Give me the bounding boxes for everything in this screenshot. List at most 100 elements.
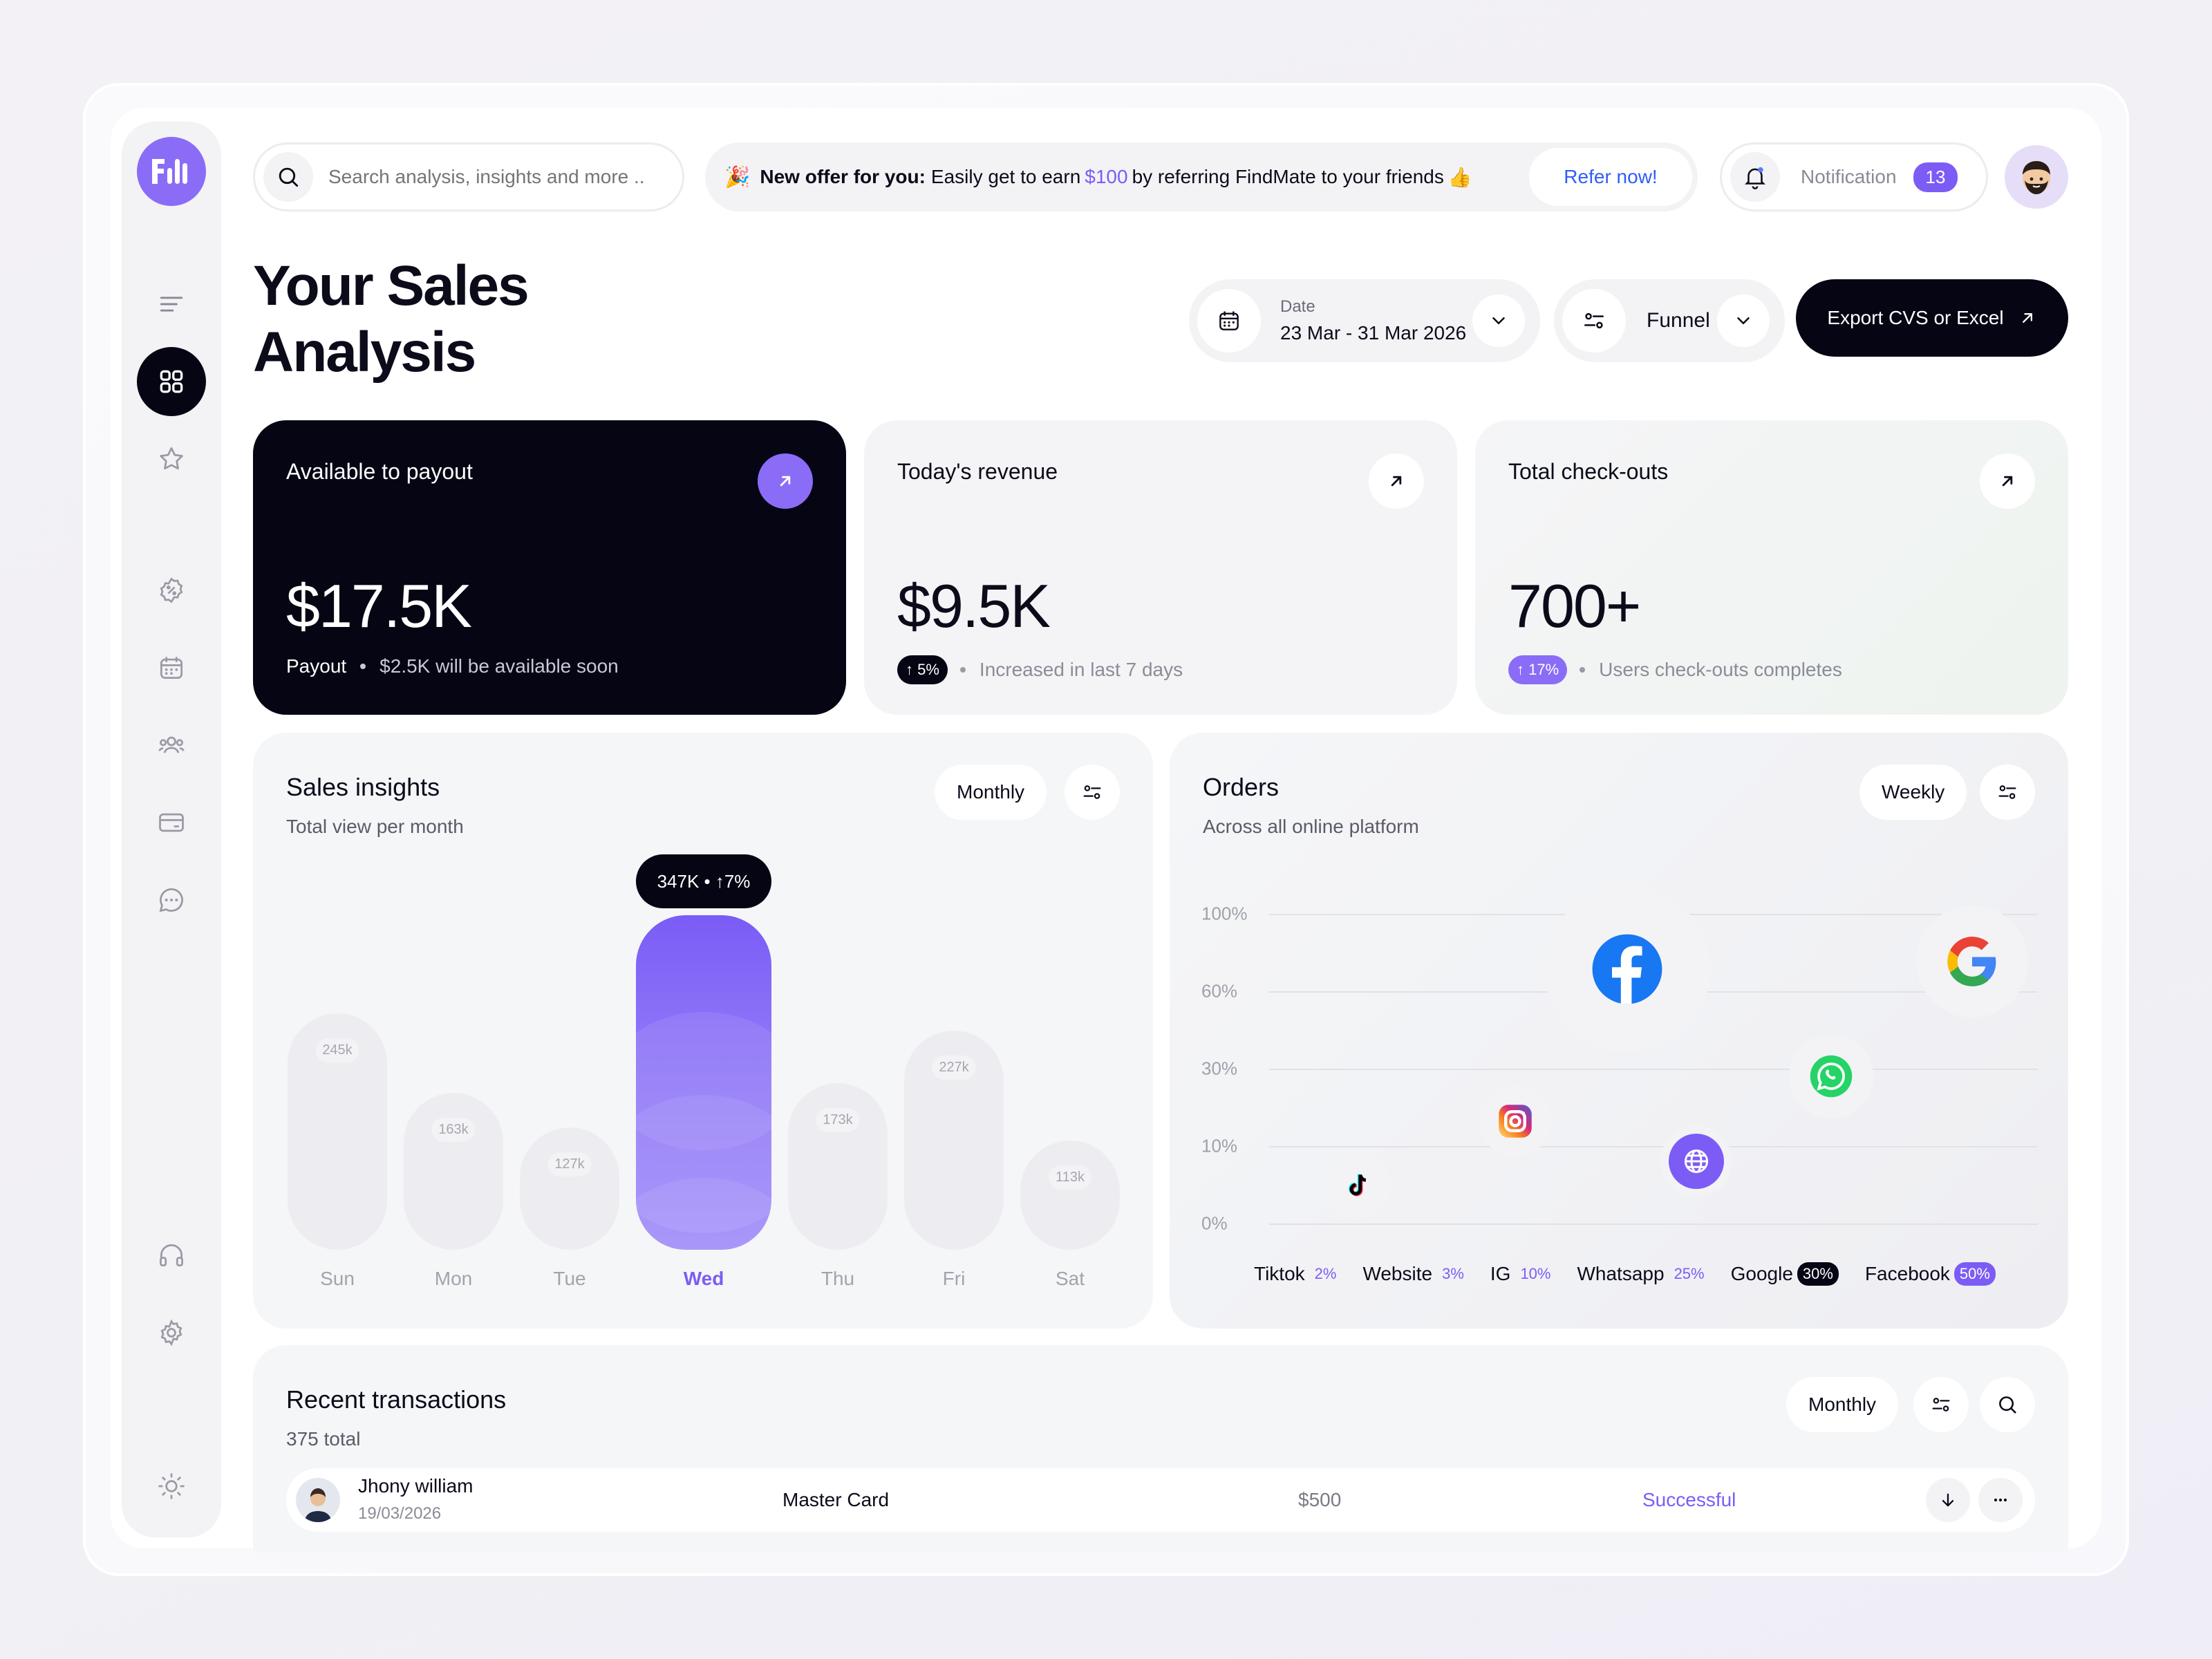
- bar-tue[interactable]: 127k: [520, 1127, 619, 1250]
- transaction-amount: $500: [1298, 1489, 1342, 1510]
- refer-now-button[interactable]: Refer now!: [1529, 148, 1692, 206]
- offer-banner: 🎉 New offer for you: Easily get to earn …: [705, 142, 1698, 212]
- globe-icon: [1684, 1149, 1709, 1174]
- x-tick-label: Tue: [553, 1268, 586, 1289]
- logo[interactable]: [137, 137, 206, 206]
- x-tick-label: Sat: [1055, 1268, 1085, 1289]
- nav-payments[interactable]: [137, 788, 206, 857]
- date-dropdown-toggle[interactable]: [1472, 294, 1525, 347]
- bar-value-label: 127k: [547, 1152, 592, 1177]
- nav-dashboard[interactable]: [137, 347, 206, 416]
- legend-value: 2%: [1314, 1265, 1337, 1282]
- user-avatar[interactable]: [2005, 145, 2068, 209]
- legend-value: 30%: [1797, 1262, 1839, 1286]
- offer-text-before: Easily get to earn: [930, 166, 1081, 187]
- arrow-down-icon: [1942, 1493, 1954, 1507]
- chat-icon: [159, 888, 183, 912]
- star-icon: [160, 447, 183, 470]
- menu-button[interactable]: [137, 270, 206, 339]
- tiktok-point[interactable]: [1324, 1153, 1391, 1219]
- orders-period-select[interactable]: Weekly: [1859, 765, 1967, 820]
- nav-favorites[interactable]: [137, 424, 206, 494]
- funnel-dropdown-toggle[interactable]: [1717, 294, 1770, 347]
- instagram-point[interactable]: [1479, 1085, 1551, 1157]
- date-value: 23 Mar - 31 Mar 2026: [1280, 322, 1467, 344]
- thumbs-up-emoji: 👍: [1447, 166, 1472, 188]
- facebook-point[interactable]: [1544, 886, 1710, 1052]
- offer-lead: New offer for you:: [760, 166, 926, 187]
- nav-users[interactable]: [137, 711, 206, 780]
- party-emoji: 🎉: [724, 165, 751, 189]
- legend-value: 10%: [1520, 1265, 1551, 1282]
- recent-transactions-panel: Recent transactions 375 total Monthly Jh…: [253, 1345, 2068, 1553]
- notification-button[interactable]: Notification 13: [1720, 142, 1988, 212]
- search-bar[interactable]: [253, 142, 684, 212]
- checkouts-open-button[interactable]: [1980, 453, 2035, 509]
- download-button[interactable]: [1926, 1478, 1970, 1522]
- transactions-filter-button[interactable]: [1913, 1377, 1969, 1432]
- nav-calendar[interactable]: [137, 633, 206, 702]
- legend-label: Whatsapp: [1577, 1263, 1665, 1284]
- revenue-open-button[interactable]: [1369, 453, 1424, 509]
- bar-sun[interactable]: 245k: [288, 1013, 387, 1250]
- revenue-card[interactable]: Today's revenue $9.5K ↑ 5% Increased in …: [864, 420, 1457, 715]
- more-button[interactable]: [1978, 1478, 2023, 1522]
- nav-discounts[interactable]: [137, 556, 206, 625]
- orders-filter-button[interactable]: [1980, 765, 2035, 820]
- y-tick-label: 60%: [1201, 980, 1238, 1002]
- insights-period-select[interactable]: Monthly: [935, 765, 1047, 820]
- checkouts-card[interactable]: Total check-outs 700+ ↑ 17% Users check-…: [1475, 420, 2068, 715]
- revenue-value: $9.5K: [897, 572, 1051, 640]
- checkouts-change-badge: ↑ 17%: [1508, 655, 1568, 684]
- website-point[interactable]: [1660, 1125, 1732, 1197]
- x-tick-label: Fri: [942, 1268, 966, 1289]
- insights-filter-button[interactable]: [1065, 765, 1120, 820]
- theme-toggle[interactable]: [137, 1452, 206, 1521]
- x-tick-label: Wed: [683, 1268, 724, 1289]
- bar-sat[interactable]: 113k: [1020, 1141, 1120, 1250]
- checkouts-value: 700+: [1508, 572, 1641, 640]
- x-tick-label: Thu: [821, 1268, 855, 1289]
- google-icon: [1947, 937, 1996, 986]
- x-tick-label: Sun: [320, 1268, 355, 1289]
- tiktok-icon: [1349, 1174, 1367, 1197]
- google-point[interactable]: [1916, 906, 2028, 1018]
- legend-value: 25%: [1674, 1265, 1705, 1282]
- funnel-selector[interactable]: Funnel: [1554, 279, 1785, 362]
- payout-card[interactable]: Available to payout $17.5K Payout $2.5K …: [253, 420, 846, 715]
- checkouts-title: Total check-outs: [1508, 459, 1669, 484]
- date-range-picker[interactable]: Date 23 Mar - 31 Mar 2026: [1189, 279, 1540, 362]
- bar-mon[interactable]: 163k: [404, 1093, 503, 1250]
- bar-wed[interactable]: [636, 915, 771, 1250]
- search-icon: [279, 167, 299, 187]
- bar-fri[interactable]: 227k: [904, 1031, 1004, 1250]
- customer-name: Jhony william: [358, 1475, 474, 1497]
- legend-value: 50%: [1953, 1262, 1996, 1286]
- bar-thu[interactable]: 173k: [788, 1083, 888, 1250]
- whatsapp-point[interactable]: [1789, 1034, 1873, 1118]
- orders-subtitle: Across all online platform: [1203, 816, 1419, 837]
- nav-settings[interactable]: [137, 1298, 206, 1367]
- chevron-down-icon: [1492, 317, 1505, 324]
- payout-open-button[interactable]: [758, 453, 813, 509]
- search-input[interactable]: [328, 166, 660, 188]
- search-button[interactable]: [263, 152, 313, 202]
- export-button[interactable]: Export CVS or Excel: [1796, 279, 2068, 357]
- legend-value: 3%: [1442, 1265, 1464, 1282]
- separator-dot: [959, 667, 966, 673]
- nav-support[interactable]: [137, 1221, 206, 1290]
- offer-text-after: by referring FindMate to your friends: [1132, 166, 1444, 187]
- chart-tooltip: 347K • ↑7%: [636, 854, 771, 908]
- legend-label: Tiktok: [1254, 1263, 1305, 1284]
- separator-dot: [360, 664, 366, 669]
- bar-value-label: 113k: [1049, 1165, 1091, 1190]
- arrow-up-right-icon: [2022, 313, 2032, 323]
- table-row[interactable]: Jhony william 19/03/2026 Master Card $50…: [286, 1468, 2035, 1532]
- transactions-period-select[interactable]: Monthly: [1786, 1377, 1899, 1432]
- nav-messages[interactable]: [137, 865, 206, 935]
- revenue-title: Today's revenue: [897, 459, 1058, 484]
- logo-mark-icon: [152, 159, 187, 184]
- transactions-search-button[interactable]: [1980, 1377, 2035, 1432]
- legend-facebook: Facebook 50%: [1865, 1262, 1996, 1286]
- y-tick-label: 30%: [1201, 1058, 1238, 1079]
